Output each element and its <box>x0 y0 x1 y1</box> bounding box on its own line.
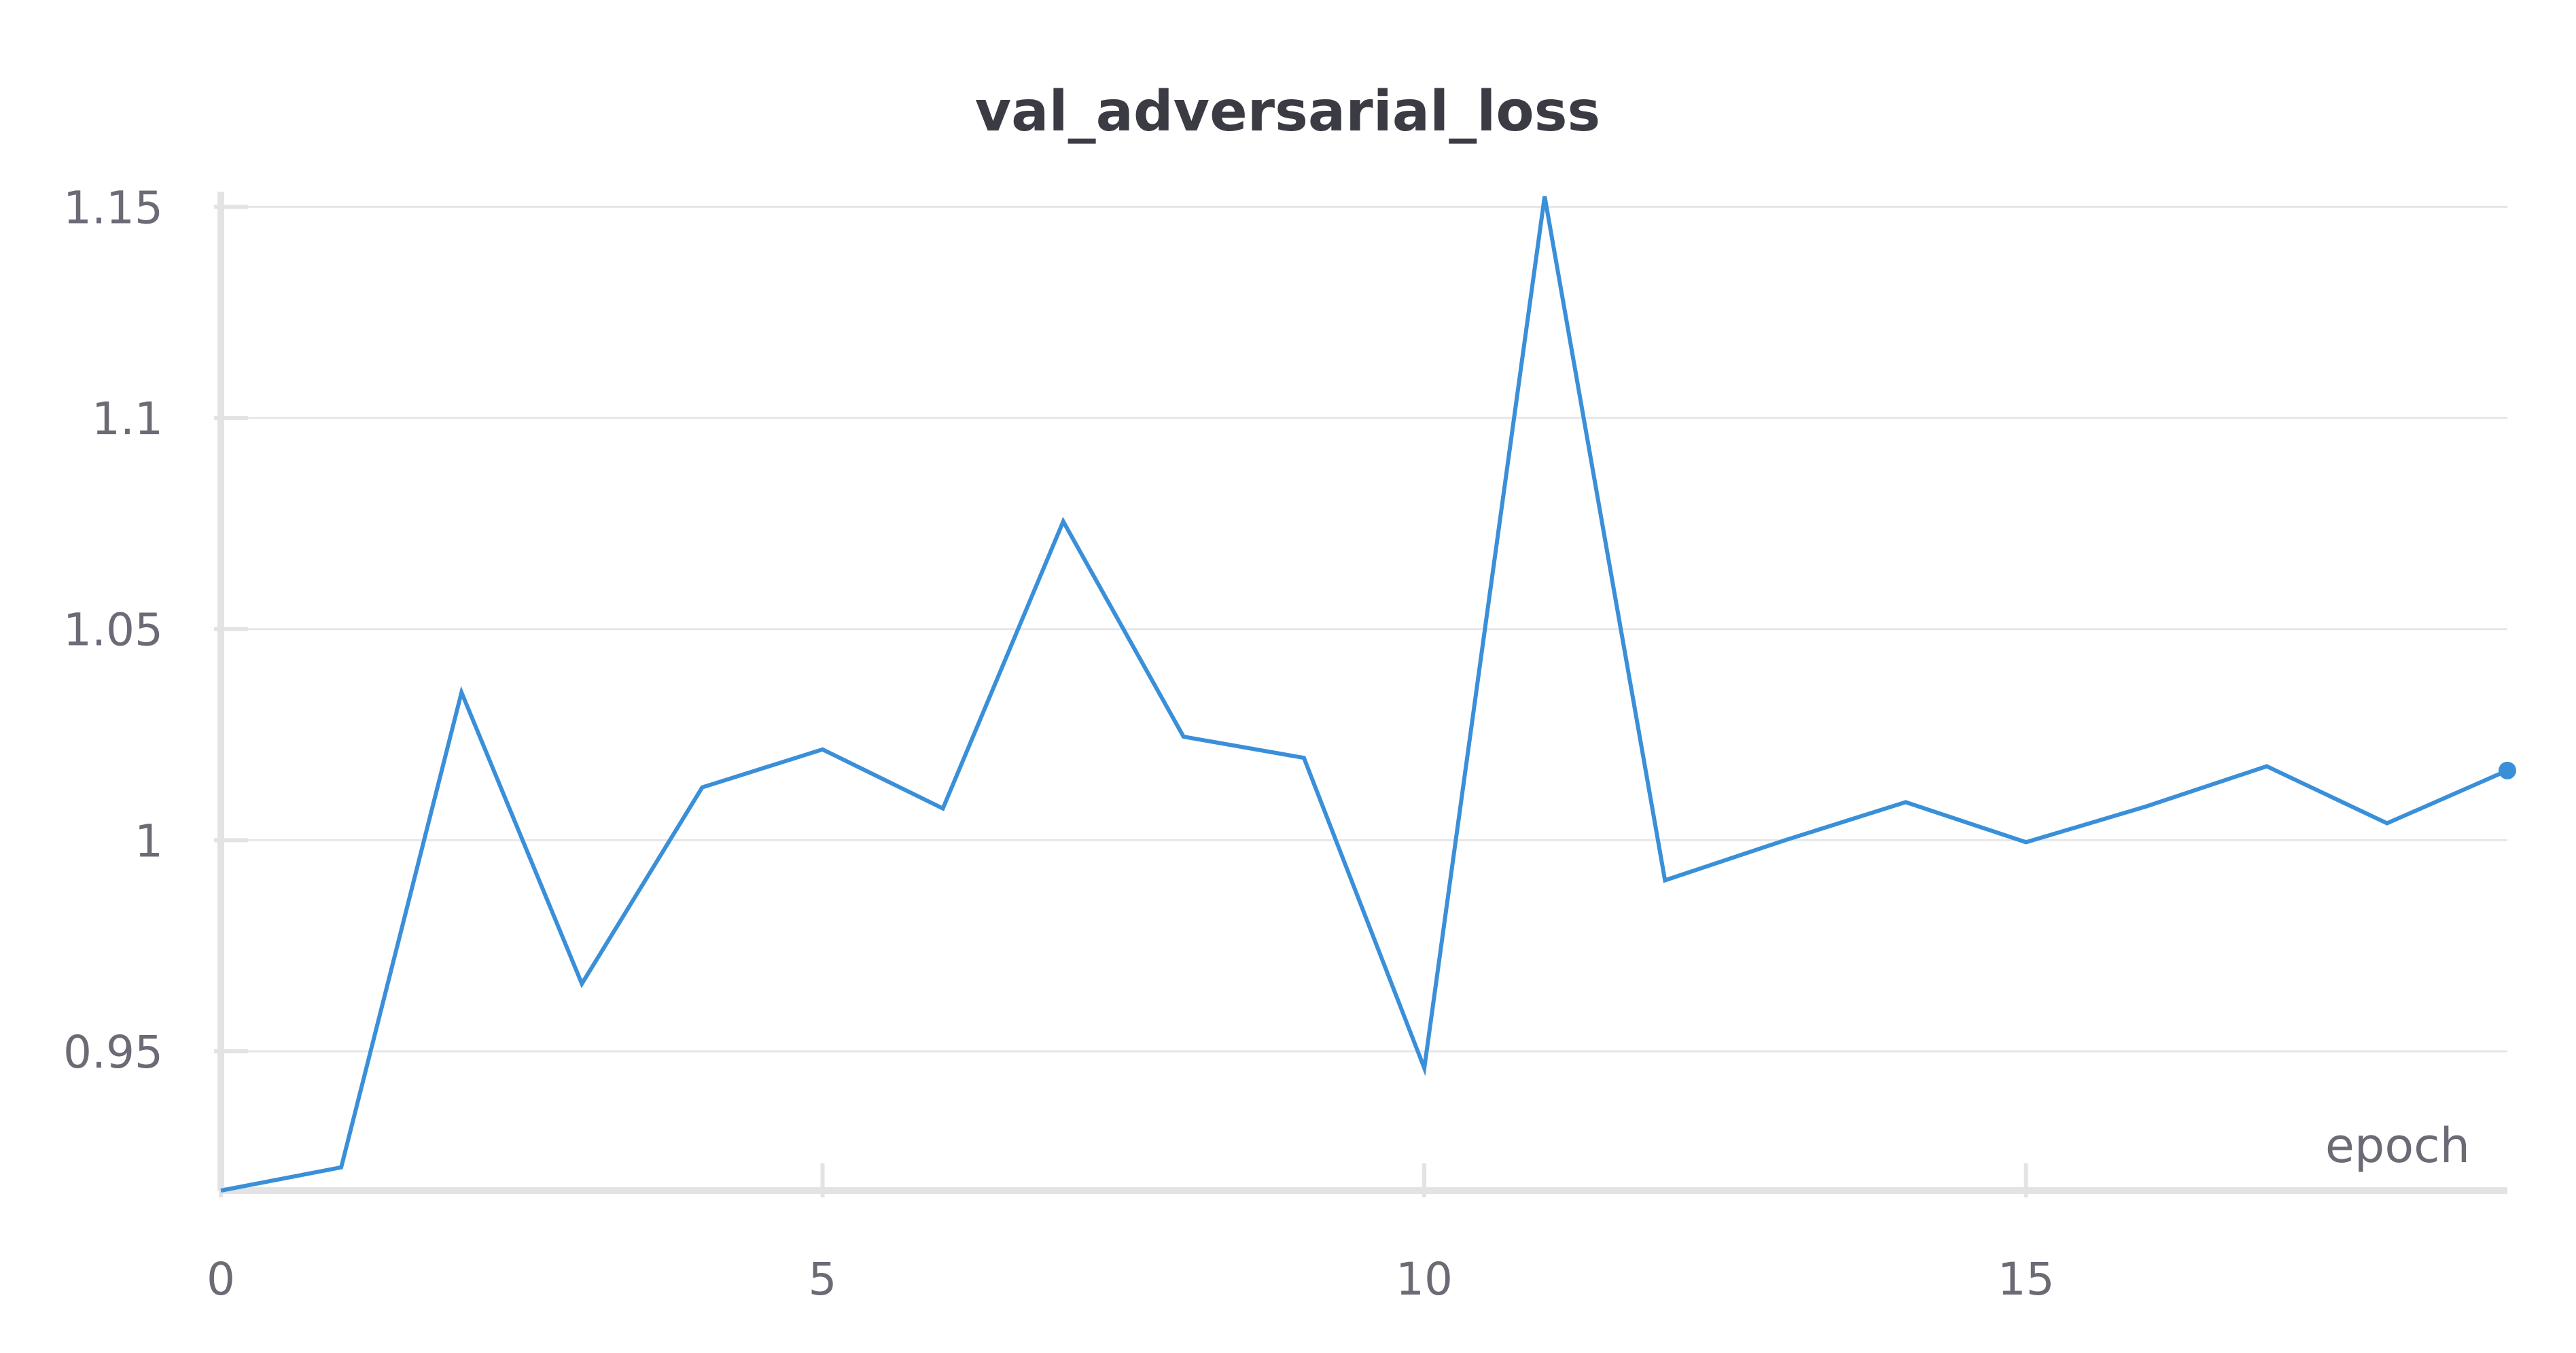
x-axis-title: epoch <box>2325 1118 2470 1174</box>
y-tick-label: 1.15 <box>63 181 163 234</box>
x-tick-label: 5 <box>809 1253 837 1305</box>
axes <box>214 192 2507 1197</box>
y-tick-label: 1 <box>135 815 163 867</box>
gridlines <box>221 205 2507 1053</box>
x-tick-label: 15 <box>1998 1253 2055 1305</box>
chart-title: val_adversarial_loss <box>975 80 1601 144</box>
series-line <box>220 196 2509 1193</box>
series-endpoint <box>2499 761 2516 779</box>
y-tick-label: 1.05 <box>63 604 163 656</box>
series-layer <box>220 196 2516 1193</box>
tick-labels: 0.95 1 1.05 1.1 1.15 0 5 10 15 <box>63 181 2055 1305</box>
x-tick-label: 10 <box>1396 1253 1453 1305</box>
y-tick-label: 0.95 <box>63 1026 163 1078</box>
y-tick-label: 1.1 <box>92 393 163 445</box>
x-tick-label: 0 <box>207 1253 235 1305</box>
